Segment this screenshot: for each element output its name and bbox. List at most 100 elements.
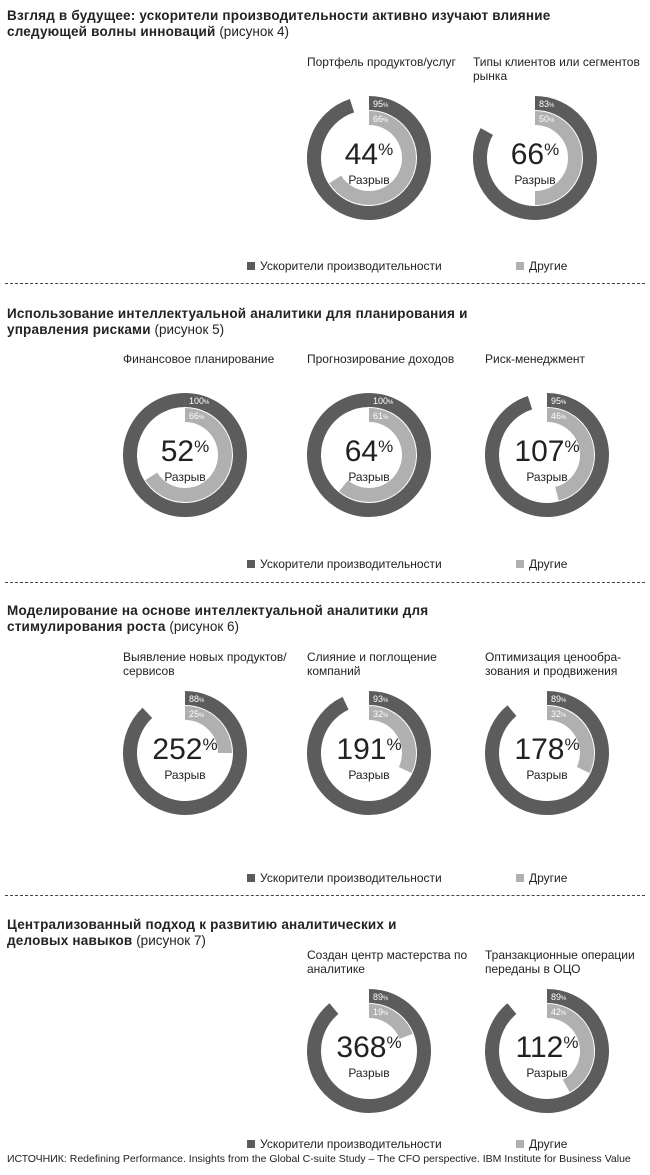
legend-label: Другие [529,557,568,571]
gap-label: Разрыв [526,1066,567,1080]
accelerators-value-label: 93% [373,694,389,704]
gap-value: 64% [345,435,394,468]
others-arc [546,408,594,501]
gap-value: 107% [514,435,579,468]
legend-swatch [516,262,524,270]
legend-swatch [516,560,524,568]
legend-label: Ускорители производительности [260,557,442,571]
donut-chart: Риск-менеджмент 95% 46% 107% Разрыв [485,352,650,537]
gap-label: Разрыв [164,768,205,782]
donut-ring: 89% 42% 112% Разрыв [485,989,609,1113]
accelerators-value-label: 89% [551,992,567,1002]
legend-accelerators: Ускорители производительности [247,557,442,571]
gap-label: Разрыв [348,470,389,484]
accelerators-value-label: 95% [551,396,567,406]
section-divider [5,895,645,896]
legend-label: Другие [529,259,568,273]
section-divider [5,283,645,284]
accelerators-value-label: 95% [373,99,389,109]
chart-category-label: Портфель продуктов/услуг [307,55,456,69]
others-value-label: 46% [551,411,567,421]
accelerators-value-label: 89% [373,992,389,1002]
others-value-label: 32% [373,709,389,719]
gap-label: Разрыв [348,1066,389,1080]
others-arc [546,706,594,774]
accelerators-arc [485,393,609,517]
chart-category-label: Финансовое планирование [123,352,275,366]
legend-others: Другие [516,259,567,273]
donut-ring: 93% 32% 191% Разрыв [307,691,431,815]
chart-category-label: Риск-менеджмент [485,352,585,366]
accelerators-value-label: 100% [189,396,210,406]
accelerators-value-label: 83% [539,99,555,109]
chart-category-label: Выявление новых продуктов/сервисов [123,650,287,678]
section-title-fig7: Централизованный подход к развитию анали… [7,917,397,948]
gap-label: Разрыв [514,173,555,187]
donut-chart: Портфель продуктов/услуг 95% 66% 44% Разрыв [307,55,477,240]
gap-value: 178% [514,733,579,766]
legend-accelerators: Ускорители производительности [247,871,442,885]
donut-chart: Выявление новых продуктов/сервисов 88% 25%… [123,650,293,835]
legend-swatch [247,560,255,568]
legend-label: Ускорители производительности [260,1137,442,1151]
chart-category-label: Прогнозирование доходов [307,352,455,366]
donut-chart: Финансовое планирование 100% 66% 52% Разрыв [122,352,293,537]
gap-value: 191% [336,733,401,766]
chart-category-label: Транзакционные операции переданы в ОЦО [485,948,635,976]
chart-category-label: Оптимизация ценообра-зования и продвижен… [485,650,622,678]
others-value-label: 42% [551,1007,567,1017]
legend-label: Другие [529,1137,568,1151]
others-arc [145,408,232,502]
gap-value: 368% [336,1031,401,1064]
donut-ring: 95% 46% 107% Разрыв [485,393,609,517]
accelerators-arc [485,989,609,1113]
gap-label: Разрыв [164,470,205,484]
accelerators-arc [306,393,431,517]
gap-label: Разрыв [526,768,567,782]
others-arc [368,706,416,774]
donut-ring: 83% 50% 66% Разрыв [473,96,597,220]
others-value-label: 32% [551,709,567,719]
others-arc [329,111,416,205]
others-arc [546,1004,594,1093]
legend-label: Другие [529,871,568,885]
gap-label: Разрыв [526,470,567,484]
gap-label: Разрыв [348,768,389,782]
section-title-fig6: Моделирование на основе интеллектуальной… [7,603,429,634]
source-note: ИСТОЧНИК: Redefining Performance. Insigh… [7,1153,631,1165]
section-title-fig5: Использование интеллектуальной аналитики… [7,306,468,337]
legend-swatch [247,874,255,882]
others-arc [368,1004,413,1040]
donut-ring: 89% 19% 368% Разрыв [307,989,431,1113]
gap-value: 66% [511,138,560,171]
others-value-label: 61% [373,411,389,421]
donut-ring: 100% 61% 64% Разрыв [306,393,431,517]
donut-ring: 95% 66% 44% Разрыв [307,96,431,220]
section-title-fig4: Взгляд в будущее: ускорители производите… [7,8,551,39]
accelerators-arc [123,691,247,815]
donut-chart: Транзакционные операции переданы в ОЦО 89… [485,948,650,1133]
others-arc [534,111,582,205]
donut-chart: Слияние и поглощение компаний 93% 32% 191% Р… [307,650,477,835]
legend-swatch [247,1140,255,1148]
chart-category-label: Слияние и поглощение компаний [307,650,437,678]
accelerators-arc [473,96,597,220]
donut-ring: 100% 66% 52% Разрыв [122,393,247,517]
legend-label: Ускорители производительности [260,871,442,885]
donut-chart: Прогнозирование доходов 100% 61% 64% Разрыв [306,352,477,537]
gap-value: 52% [161,435,210,468]
others-arc [184,706,232,754]
gap-value: 112% [516,1031,579,1064]
legend-others: Другие [516,871,567,885]
accelerators-arc [122,393,247,517]
gap-label: Разрыв [348,173,389,187]
accelerators-value-label: 100% [373,396,394,406]
legend-others: Другие [516,1137,567,1151]
donut-chart: Типы клиентов или сегментов рынка 83% 50% 6… [473,55,643,240]
others-value-label: 19% [373,1007,389,1017]
legend-label: Ускорители производительности [260,259,442,273]
gap-value: 44% [345,138,394,171]
donut-ring: 89% 32% 178% Разрыв [485,691,609,815]
others-value-label: 50% [539,114,555,124]
legend-swatch [516,1140,524,1148]
